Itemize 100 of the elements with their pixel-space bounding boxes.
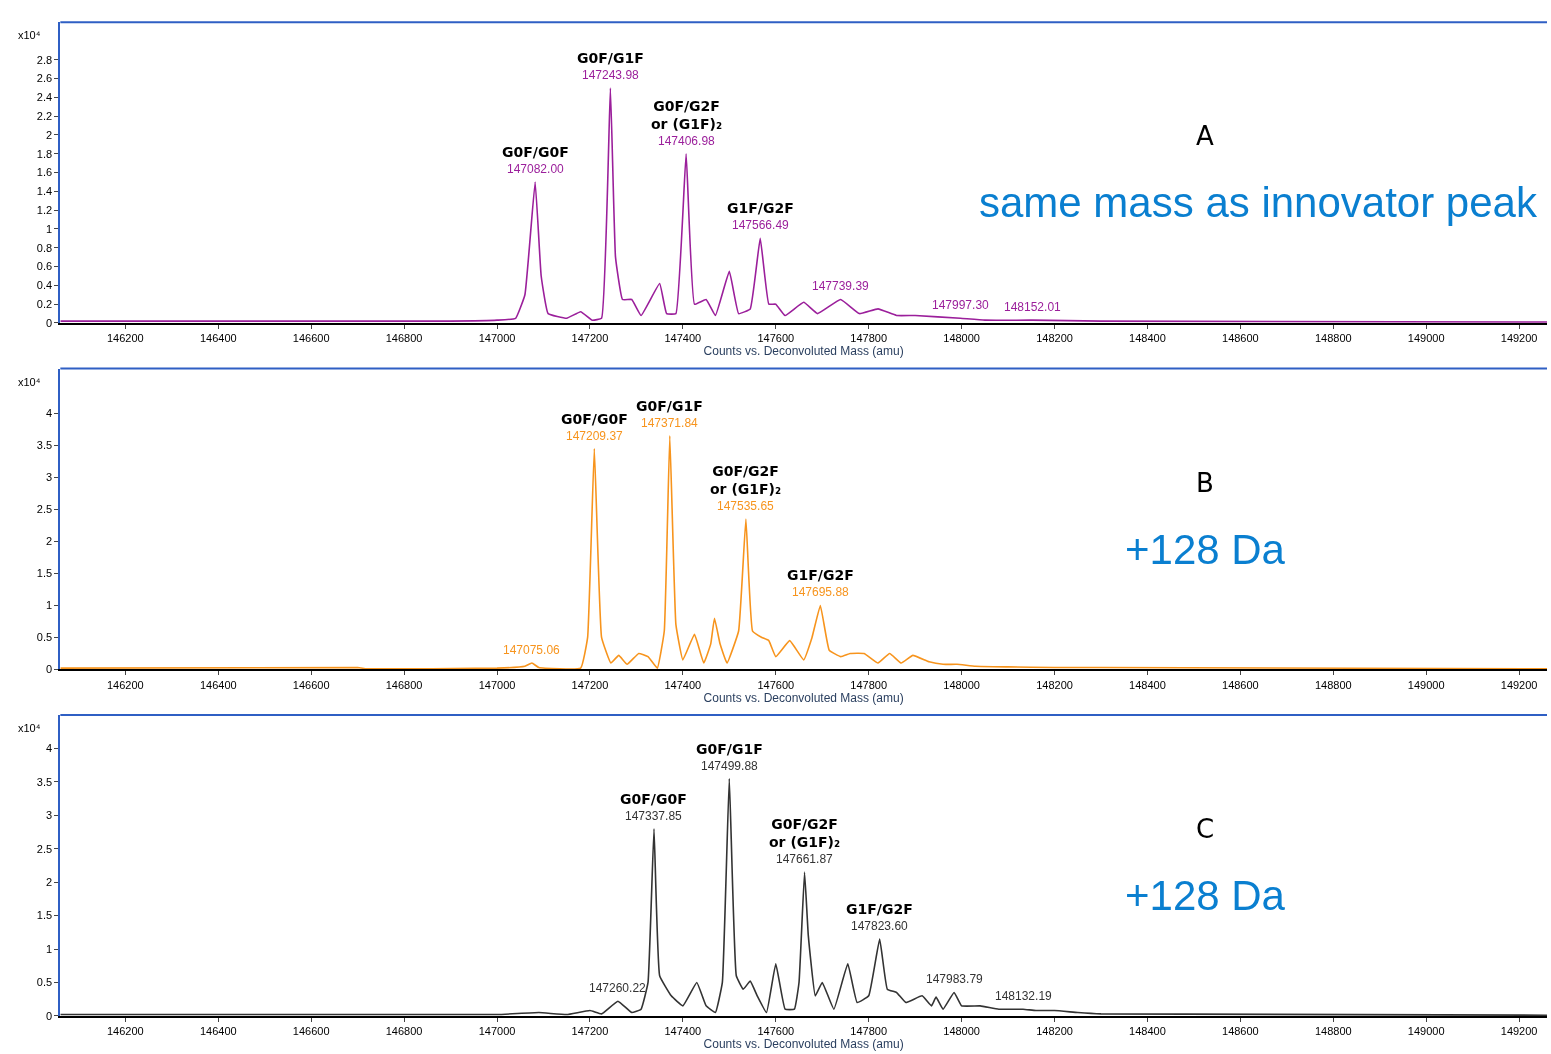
y-tick-label: 3.5 [36,439,53,452]
x-tick-label: 147600 [757,332,795,345]
x-tick-label: 148000 [943,678,980,691]
x-axis-title: Counts vs. Deconvoluted Mass (amu) [703,690,904,705]
y-tick-label: 3 [46,809,53,822]
y-tick-label: 2.4 [36,91,53,104]
annotation: G0F/G0F [620,791,687,807]
annotation: 147260.22 [589,981,647,995]
y-axis-title: x10⁴ [18,376,41,388]
annotation: +128 Da [1125,872,1286,919]
x-tick-label: 147200 [571,332,609,345]
annotation: 147983.79 [926,972,984,986]
x-tick-label: 148400 [1129,678,1166,691]
annotation: 147075.06 [503,643,561,657]
annotation: G1F/G2F [727,200,794,216]
y-tick-label: 0.5 [36,631,53,644]
y-tick-label: 3 [46,471,53,484]
y-tick-label: 2.2 [36,110,53,123]
x-tick-label: 148800 [1314,332,1352,345]
x-tick-label: 146800 [385,678,423,691]
x-tick-label: 146600 [292,678,330,691]
x-tick-label: 147000 [478,678,516,691]
annotation: G1F/G2F [787,567,854,583]
y-tick-label: 1.6 [36,166,53,179]
x-tick-label: 146600 [292,1025,330,1038]
y-tick-label: 2 [46,535,53,548]
y-tick-label: 2.5 [36,842,53,855]
y-tick-label: 4 [46,742,53,755]
x-tick-label: 147000 [478,1025,516,1038]
x-tick-label: 146200 [107,678,144,691]
annotation: G1F/G2F [846,901,913,917]
annotation: 147823.60 [851,919,909,933]
y-tick-label: 0 [46,1009,53,1022]
y-tick-label: 1.5 [36,909,53,922]
x-tick-label: 148600 [1222,678,1259,691]
annotation: 148152.01 [1004,300,1062,314]
x-tick-label: 147400 [664,332,702,345]
annotation: G0F/G2F or (G1F)₂ [710,463,782,498]
y-tick-label: 2.8 [36,53,53,66]
line-series [60,777,1547,1016]
annotation: 147371.84 [641,416,699,430]
x-tick-label: 147200 [571,678,609,691]
y-tick-label: 1.5 [36,567,53,580]
x-tick-label: 147600 [757,1025,795,1038]
y-tick-label: 1 [46,599,53,612]
annotation: A [1196,121,1214,151]
annotation: 147209.37 [566,429,624,443]
annotation: 147337.85 [625,809,683,823]
x-tick-label: 147400 [664,678,702,691]
x-tick-label: 148800 [1314,678,1352,691]
x-tick-label: 146800 [385,332,423,345]
annotation: 147695.88 [792,585,850,599]
x-tick-label: 146400 [199,1025,237,1038]
y-tick-label: 3.5 [36,775,53,788]
x-tick-label: 148800 [1314,1025,1352,1038]
annotation: 147082.00 [507,162,565,176]
x-tick-label: 146800 [385,1025,423,1038]
x-axis-title: Counts vs. Deconvoluted Mass (amu) [703,344,904,359]
y-tick-label: 2 [46,128,53,141]
y-tick-label: 2 [46,876,53,889]
y-tick-label: 1 [46,942,53,955]
annotation: G0F/G1F [696,741,763,757]
annotation: G0F/G2F or (G1F)₂ [651,98,723,133]
x-tick-label: 146200 [107,1025,144,1038]
x-tick-label: 148400 [1129,1025,1166,1038]
annotation: 147535.65 [717,499,775,513]
annotation: C [1196,814,1215,844]
annotation: same mass as innovator peak [979,179,1538,226]
x-tick-label: 148600 [1222,332,1259,345]
annotation: +128 Da [1125,526,1286,573]
x-tick-label: 146600 [292,332,330,345]
y-tick-label: 0.5 [36,976,53,989]
annotation: 147243.98 [582,68,640,82]
annotation: 147499.88 [701,759,759,773]
x-tick-label: 149000 [1407,1025,1445,1038]
annotation: B [1196,468,1214,498]
x-tick-label: 149200 [1500,332,1538,345]
x-tick-label: 148200 [1036,678,1073,691]
x-tick-label: 146400 [199,678,237,691]
x-tick-label: 148600 [1222,1025,1259,1038]
annotation: G0F/G1F [636,398,703,414]
annotation: G0F/G1F [577,50,644,66]
x-tick-label: 147600 [757,678,795,691]
x-tick-label: 146400 [199,332,237,345]
y-tick-label: 0 [46,316,53,329]
x-tick-label: 149200 [1500,1025,1538,1038]
y-tick-label: 1.8 [36,147,53,160]
y-axis-title: x10⁴ [18,722,41,734]
y-tick-label: 0.8 [36,241,53,254]
x-tick-label: 147800 [850,332,888,345]
x-axis-title: Counts vs. Deconvoluted Mass (amu) [703,1037,904,1052]
annotation: G0F/G0F [561,411,628,427]
x-tick-label: 147800 [850,678,888,691]
y-tick-label: 0.2 [36,298,53,311]
y-tick-label: 0 [46,663,53,676]
x-tick-label: 147000 [478,332,516,345]
x-tick-label: 147800 [850,1025,888,1038]
annotation: 147661.87 [776,852,834,866]
annotation: 147739.39 [812,279,870,293]
y-tick-label: 4 [46,407,53,420]
